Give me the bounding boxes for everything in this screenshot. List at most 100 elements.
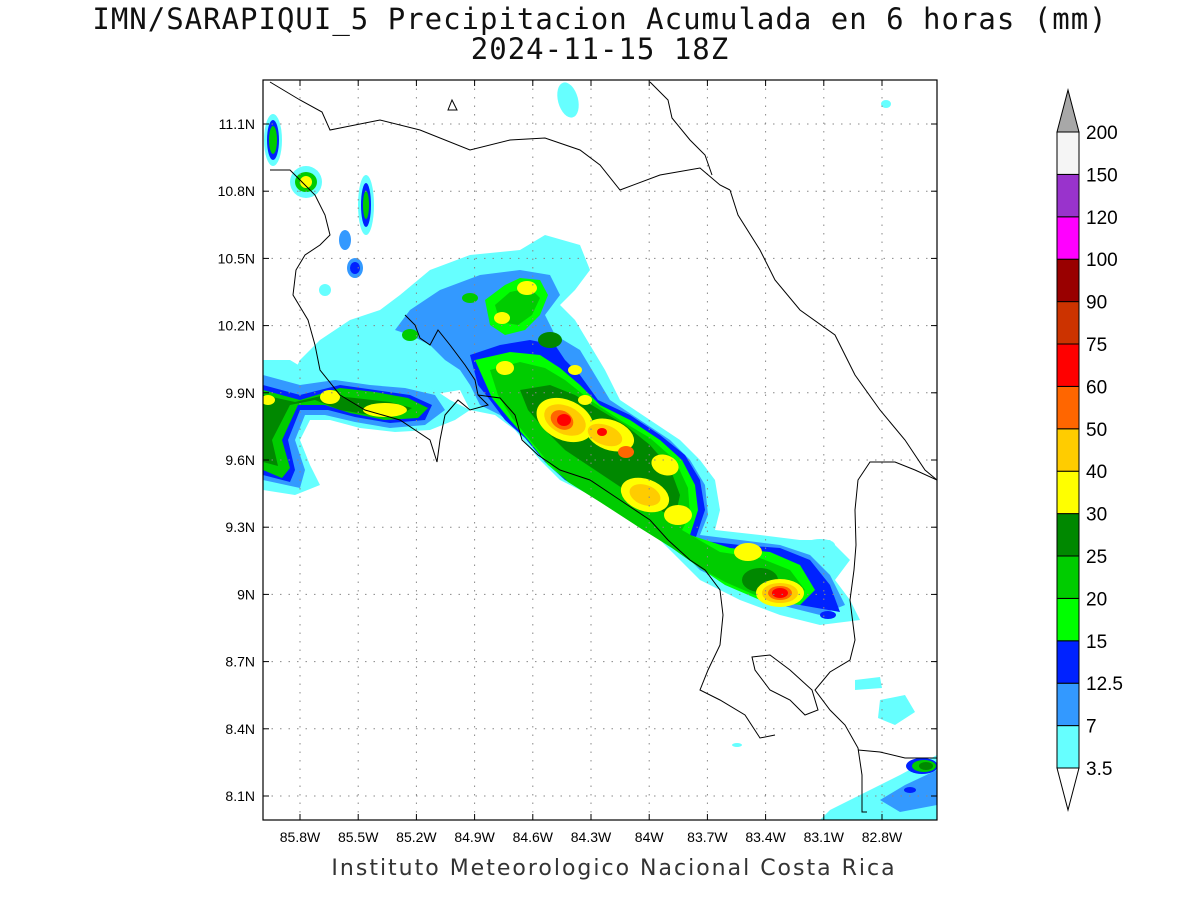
- precip-20mm-cell: [363, 191, 369, 219]
- precip-20mm-cell: [462, 293, 478, 303]
- precip-30mm-cell: [734, 543, 762, 561]
- colorbar-label: 20: [1086, 589, 1107, 610]
- colorbar-under-arrow: [1056, 767, 1080, 812]
- precip-30mm-cell: [320, 390, 340, 404]
- lat-tick-label: 10.5N: [218, 250, 255, 266]
- colorbar-label: 100: [1086, 250, 1118, 271]
- precip-30mm-cell: [496, 361, 514, 375]
- precip-30mm-cell: [263, 395, 275, 405]
- colorbar-label: 60: [1086, 377, 1107, 398]
- lon-tick-label: 84W: [635, 829, 665, 845]
- lat-tick-label: 9.6N: [225, 452, 255, 468]
- osa-peninsula: [751, 654, 819, 716]
- precip-12.5mm-cell: [820, 611, 836, 619]
- nicaragua-costa-rica-border: [269, 81, 731, 191]
- lon-tick-label: 83.1W: [804, 829, 845, 845]
- colorbar-label: 12.5: [1086, 674, 1123, 695]
- lon-tick-label: 84.6W: [513, 829, 554, 845]
- colorbar-label: 120: [1086, 208, 1118, 229]
- precipitation-field: [263, 82, 937, 820]
- lon-tick-label: 84.9W: [454, 829, 495, 845]
- precip-7mm-cell: [339, 230, 351, 250]
- panama-border: [814, 461, 937, 813]
- colorbar-swatch: [1056, 173, 1080, 218]
- colorbar-label: 200: [1086, 123, 1118, 144]
- precip-30mm-cell: [578, 395, 592, 405]
- precip-3.5mm-cell: [881, 100, 891, 108]
- colorbar-label: 7: [1086, 717, 1097, 738]
- colorbar-swatch: [1056, 258, 1080, 303]
- colorbar-label: 40: [1086, 462, 1107, 483]
- colorbar-label: 15: [1086, 632, 1107, 653]
- lake-outline: [447, 98, 458, 111]
- plot-frame: [262, 79, 938, 821]
- colorbar-swatch: [1056, 301, 1080, 345]
- lat-tick-label: 9.9N: [225, 385, 255, 401]
- colorbar-label: 90: [1086, 293, 1107, 314]
- precip-25mm-cell: [538, 332, 562, 348]
- precip-3.5mm-region: [855, 677, 882, 690]
- nicaragua-caribbean-coast: [649, 81, 713, 176]
- precip-30mm-cell: [664, 505, 692, 525]
- colorbar-swatch: [1056, 597, 1080, 642]
- colorbar-label: 150: [1086, 165, 1118, 186]
- precip-30mm-cell: [494, 312, 510, 324]
- lat-tick-label: 8.7N: [225, 654, 255, 670]
- colorbar-swatch: [1056, 513, 1080, 557]
- precip-3.5mm-cell: [557, 82, 579, 118]
- lat-tick-label: 9.3N: [225, 519, 255, 535]
- precip-30mm-cell: [517, 281, 537, 295]
- lat-tick-label: 9N: [237, 586, 255, 602]
- precip-12.5mm-cell: [904, 787, 916, 793]
- precip-3.5mm-cell: [805, 539, 835, 551]
- lon-tick-label: 83.7W: [687, 829, 728, 845]
- lon-tick-label: 84.3W: [571, 829, 612, 845]
- precip-30mm-cell: [300, 176, 312, 188]
- colorbar-label: 50: [1086, 420, 1107, 441]
- precip-3.5mm-cell: [319, 284, 331, 296]
- caribbean-coast: [729, 189, 937, 481]
- precip-60mm-cell: [557, 414, 571, 426]
- lon-tick-label: 85.5W: [338, 829, 379, 845]
- nicoya-pacific-coast: [270, 169, 489, 463]
- latitude-axis: 11.1N 10.8N 10.5N 10.2N 9.9N 9.6N 9.3N 9N 8.7N 8.…: [218, 116, 937, 804]
- colorbar-label: 30: [1086, 505, 1107, 526]
- colorbar-swatch: [1056, 640, 1080, 684]
- colorbar-swatch: [1056, 343, 1080, 387]
- coastline-borders: [269, 81, 937, 813]
- precip-12.5mm-cell: [350, 262, 360, 274]
- lat-tick-label: 10.8N: [218, 183, 255, 199]
- lat-lon-grid: [263, 80, 937, 820]
- lat-tick-label: 8.4N: [225, 721, 255, 737]
- precip-30mm-cell: [363, 403, 407, 417]
- precip-50mm-cell: [618, 446, 634, 458]
- longitude-axis: 85.8W 85.5W 85.2W 84.9W 84.6W 84.3W 84W 83.7W 83…: [280, 80, 903, 845]
- colorbar-over-arrow: [1056, 88, 1080, 133]
- gulf-nicoya-coast: [477, 394, 776, 739]
- precip-25mm-cell: [919, 762, 933, 770]
- colorbar-swatch: [1056, 725, 1080, 769]
- colorbar-swatch: [1056, 131, 1080, 175]
- panama-coast: [857, 749, 937, 759]
- lon-tick-label: 82.8W: [862, 829, 903, 845]
- footer-credit: Instituto Meteorologico Nacional Costa R…: [331, 856, 897, 881]
- precip-3.5mm-cell: [732, 743, 742, 747]
- colorbar-swatch: [1056, 216, 1080, 260]
- precip-30mm-cell: [568, 365, 582, 375]
- colorbar-swatch: [1056, 470, 1080, 515]
- colorbar-legend: 3.5 7 12.5 15 20 25 30 40 50 60 75 90 100 120 150 200: [1056, 88, 1123, 812]
- precip-40mm-cell: [629, 484, 661, 506]
- colorbar-swatch: [1056, 385, 1080, 430]
- lat-tick-label: 10.2N: [218, 318, 255, 334]
- map-subtitle-date: 2024-11-15 18Z: [470, 32, 730, 66]
- precip-60mm-cell: [772, 588, 788, 598]
- lat-tick-label: 8.1N: [225, 788, 255, 804]
- precip-20mm-cell: [269, 126, 277, 154]
- precip-3.5mm-region: [878, 695, 915, 725]
- lon-tick-label: 85.8W: [280, 829, 321, 845]
- colorbar-label: 25: [1086, 547, 1107, 568]
- lat-tick-label: 11.1N: [219, 116, 255, 132]
- lon-tick-label: 85.2W: [396, 829, 437, 845]
- precip-20mm-cell: [402, 329, 418, 341]
